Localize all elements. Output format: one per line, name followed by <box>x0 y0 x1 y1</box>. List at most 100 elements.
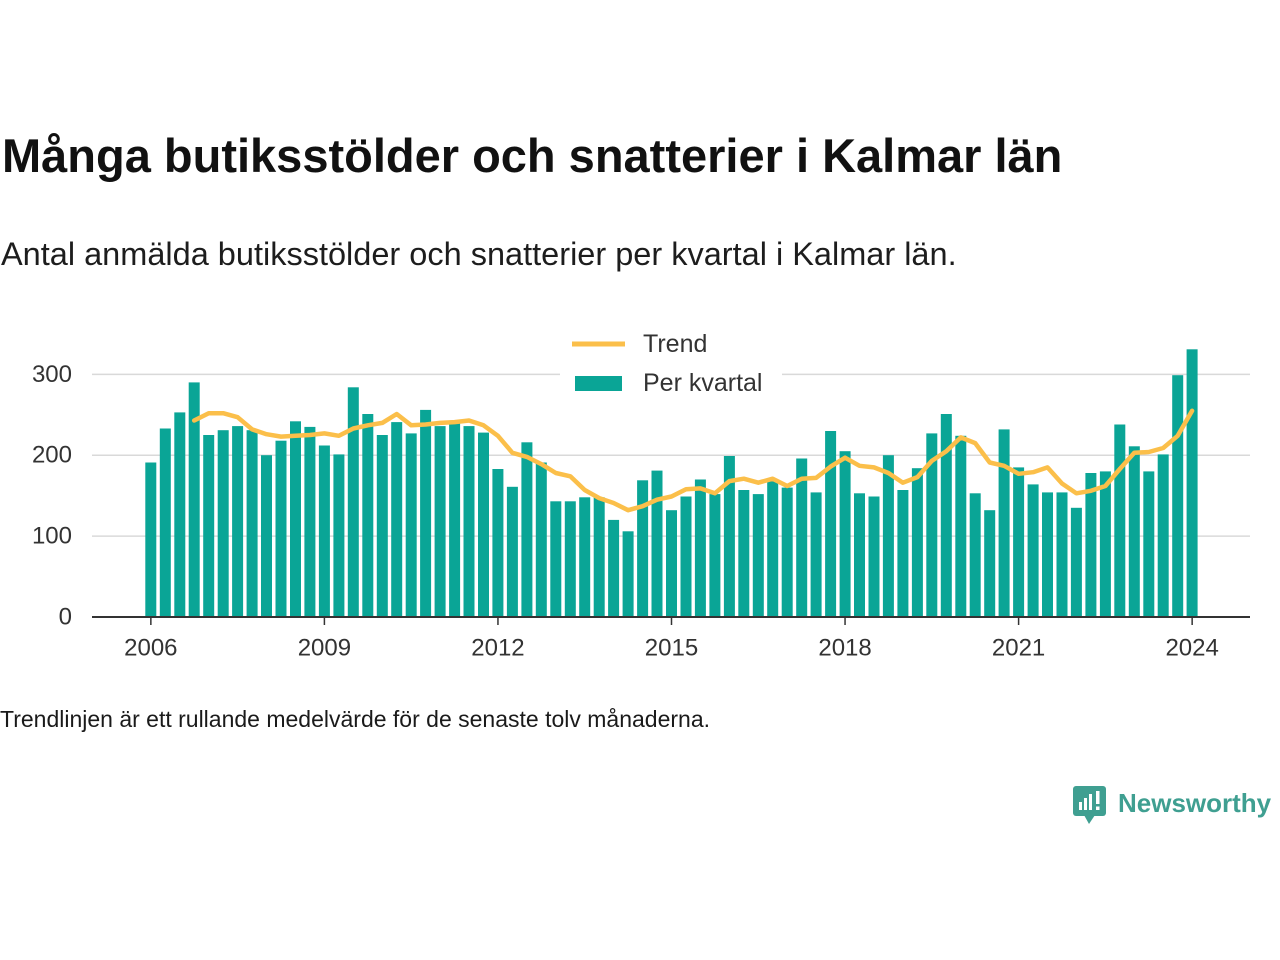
bar <box>275 440 287 617</box>
x-tick-label: 2006 <box>124 635 177 662</box>
bar <box>550 501 562 617</box>
logo-bar <box>1089 794 1092 810</box>
bar <box>521 442 533 617</box>
logo-exclamation-dot <box>1096 806 1100 810</box>
x-tick-label: 2024 <box>1165 635 1218 662</box>
bar <box>290 421 301 617</box>
bar <box>1099 471 1111 617</box>
brand-name: Newsworthy <box>1118 788 1272 818</box>
bar <box>564 501 576 617</box>
bar <box>998 429 1010 617</box>
legend-label-per-kvartal: Per kvartal <box>643 369 762 397</box>
bar <box>318 445 330 617</box>
bar <box>1128 446 1140 617</box>
x-tick-label: 2015 <box>645 635 698 662</box>
bar <box>347 387 359 617</box>
bar <box>752 494 764 617</box>
logo-tail <box>1084 815 1095 824</box>
x-tick-label: 2018 <box>818 635 871 662</box>
bar <box>405 433 417 617</box>
bar <box>926 433 938 617</box>
bar <box>188 382 200 617</box>
bar <box>1157 454 1169 617</box>
bar <box>796 458 808 617</box>
bar <box>694 479 706 617</box>
legend-item-trend: Trend <box>572 330 707 358</box>
bar <box>304 426 316 617</box>
trend-line <box>191 408 1195 513</box>
bar <box>637 480 649 617</box>
bar <box>246 430 258 617</box>
bar <box>810 492 822 617</box>
newsworthy-logo: Newsworthy <box>1073 784 1271 828</box>
bar <box>781 487 793 617</box>
y-tick-label: 300 <box>32 361 72 388</box>
bar <box>1027 484 1039 617</box>
chart-footnote: Trendlinjen är ett rullande medelvärde f… <box>0 706 711 732</box>
x-tick-label: 2009 <box>298 635 351 662</box>
bar <box>767 479 779 617</box>
bar <box>333 454 345 617</box>
bar <box>897 490 909 617</box>
y-tick-label: 200 <box>32 442 72 469</box>
legend-bar-swatch <box>575 376 622 391</box>
bar <box>1143 471 1155 617</box>
bar <box>882 455 894 617</box>
bar <box>1172 375 1184 617</box>
bar-series <box>145 349 1198 618</box>
bar <box>478 432 489 617</box>
x-tick-label: 2021 <box>992 635 1045 662</box>
bar <box>593 497 605 617</box>
bar <box>420 409 432 617</box>
bar <box>1056 492 1068 617</box>
bar <box>217 430 229 617</box>
logo-bar <box>1084 798 1087 810</box>
bar <box>376 435 388 617</box>
chart-title: Många butiksstölder och snatterier i Kal… <box>2 129 1063 182</box>
axes: 0 100 200 300 2006 2009 2012 2015 2018 2021 2024 <box>32 361 1250 662</box>
bar <box>434 426 446 617</box>
logo-exclamation <box>1096 791 1100 804</box>
bar <box>666 510 677 617</box>
logo-bar <box>1079 802 1082 810</box>
bar <box>506 486 518 617</box>
bar <box>463 426 475 617</box>
x-tick-label: 2012 <box>471 635 524 662</box>
bar <box>868 496 880 617</box>
bar <box>145 462 157 617</box>
bar <box>1070 507 1082 617</box>
bar <box>651 470 663 617</box>
bar <box>261 455 272 617</box>
legend-label-trend: Trend <box>643 330 707 358</box>
bar <box>955 435 967 617</box>
bar <box>969 493 981 618</box>
bar <box>232 426 244 617</box>
bar <box>622 531 634 617</box>
y-tick-label: 100 <box>32 523 72 550</box>
bar <box>680 496 692 617</box>
chart-subtitle: Antal anmälda butiksstölder och snatteri… <box>1 236 957 272</box>
bar <box>203 435 215 617</box>
bar <box>608 519 620 617</box>
bar <box>854 493 865 618</box>
bar <box>579 497 591 617</box>
bar <box>535 462 547 617</box>
bar <box>362 414 374 617</box>
bar <box>839 451 851 617</box>
bar <box>492 469 504 617</box>
bar <box>391 422 403 617</box>
bar <box>1013 467 1025 617</box>
bar <box>174 412 186 617</box>
bar <box>449 421 461 617</box>
newsworthy-logo-icon <box>1073 786 1106 824</box>
bar <box>825 431 837 617</box>
legend-item-per-kvartal: Per kvartal <box>575 369 762 397</box>
bar <box>1114 424 1126 617</box>
bar <box>159 428 171 617</box>
bar <box>1042 492 1053 617</box>
bar <box>738 490 750 617</box>
y-tick-label: 0 <box>59 604 72 631</box>
bar <box>723 456 735 617</box>
